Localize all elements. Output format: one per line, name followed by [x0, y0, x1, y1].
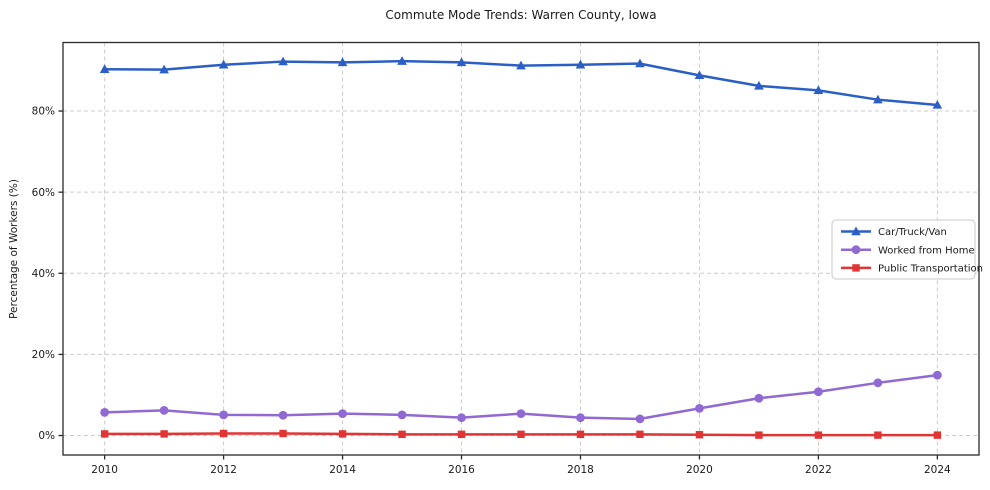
data-point-marker [576, 413, 585, 423]
data-point-marker [754, 393, 764, 403]
y-tick-label: 20% [32, 349, 55, 361]
data-point-marker [338, 430, 347, 438]
data-point-marker [99, 64, 110, 73]
data-point-marker [635, 414, 645, 424]
data-point-marker [100, 430, 109, 438]
data-point-marker [160, 430, 168, 438]
series-car-truck-van [99, 56, 943, 109]
y-tick-label: 0% [38, 430, 55, 442]
data-point-marker [694, 70, 705, 80]
data-point-marker [457, 413, 466, 423]
data-point-marker [278, 56, 288, 66]
data-point-marker [516, 409, 526, 419]
legend-label: Car/Truck/Van [878, 227, 947, 238]
x-tick-label: 2014 [329, 464, 356, 476]
data-point-marker [813, 85, 824, 95]
legend-sample-marker [851, 245, 861, 255]
data-point-marker [337, 57, 348, 67]
y-tick-label: 40% [32, 268, 55, 280]
legend-item-worked-from-home: Worked from Home [841, 245, 975, 256]
data-point-marker [100, 408, 110, 417]
data-point-marker [219, 429, 228, 438]
data-point-marker [159, 64, 169, 74]
data-point-marker [575, 59, 586, 69]
x-tick-label: 2012 [210, 464, 237, 476]
data-point-marker [754, 80, 764, 90]
x-tick-label: 2022 [805, 464, 832, 476]
data-point-marker [457, 430, 466, 439]
data-point-marker [219, 410, 228, 420]
data-point-marker [636, 430, 644, 439]
series-public-transportation [100, 429, 942, 439]
legend: Car/Truck/Van Worked from Home Public Tran… [831, 219, 983, 280]
data-point-marker [516, 60, 526, 70]
data-point-marker [397, 410, 407, 420]
data-point-marker [338, 409, 347, 419]
data-point-marker [456, 57, 467, 67]
x-tick-label: 2018 [567, 464, 594, 476]
legend-item-public-transportation: Public Transportation [841, 264, 983, 275]
y-tick-label: 80% [32, 106, 55, 118]
chart-title: Commute Mode Trends: Warren County, Iowa [385, 8, 657, 22]
data-point-marker [159, 405, 169, 415]
x-tick-label: 2024 [924, 464, 951, 476]
legend-sample-marker [852, 264, 860, 272]
data-point-marker [635, 58, 645, 68]
data-point-marker [218, 59, 229, 69]
legend-label: Worked from Home [878, 245, 975, 256]
data-point-marker [755, 431, 763, 439]
data-point-marker [695, 431, 704, 439]
series-worked-from-home [100, 370, 942, 424]
axes-border [62, 41, 980, 456]
data-point-marker [576, 430, 585, 439]
data-point-marker [932, 99, 943, 109]
legend-box [831, 219, 976, 280]
data-point-marker [933, 431, 942, 439]
legend-label: Public Transportation [878, 264, 983, 275]
legend-sample-marker [851, 226, 861, 236]
y-tick-label: 60% [32, 187, 55, 199]
data-point-marker [873, 94, 883, 104]
data-point-marker [873, 378, 883, 388]
data-point-marker [814, 431, 823, 439]
data-point-marker [932, 370, 942, 380]
data-point-marker [517, 430, 525, 439]
data-point-marker [874, 431, 882, 439]
data-point-marker [814, 387, 823, 397]
data-point-marker [695, 403, 704, 413]
x-tick-label: 2010 [91, 464, 118, 476]
legend-item-car-truck-van: Car/Truck/Van [841, 226, 947, 238]
data-point-marker [278, 410, 288, 420]
data-point-marker [279, 429, 287, 438]
data-point-marker [397, 56, 407, 65]
x-tick-label: 2016 [448, 464, 475, 476]
data-point-marker [398, 430, 406, 439]
x-tick-label: 2020 [686, 464, 713, 476]
